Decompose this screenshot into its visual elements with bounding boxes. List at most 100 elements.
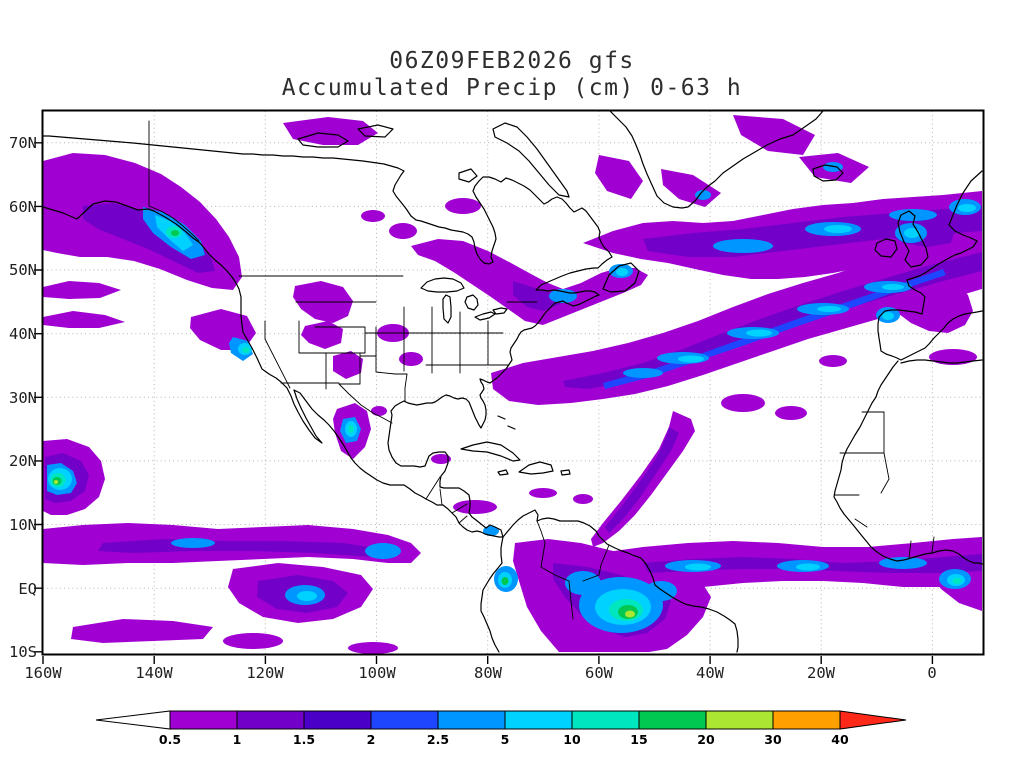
precip-region [823,162,843,172]
precip-region [616,268,628,276]
coastline-europe [877,170,983,361]
colorbar-segment [437,710,506,730]
precip-region [529,488,557,498]
precip-region [929,349,977,365]
precip-region [71,619,213,643]
precip-region [695,190,711,200]
precip-region [513,281,578,311]
axis-ticks [34,142,934,664]
colorbar-tick-label: 2.5 [427,732,449,747]
precip-region [43,311,125,328]
lon-axis-labels: 160W 140W 120W 100W 80W 60W 40W 20W 0 [24,664,936,682]
precip-region [661,169,721,207]
title-line1: 06Z09FEB2026 gfs [389,48,635,74]
precip-region [817,306,841,312]
precip-region-eastern-canada [411,239,648,325]
precip-region [365,543,401,559]
colorbar-tick-label: 0.5 [159,732,181,747]
precip-region [733,115,815,155]
precip-region [625,610,635,618]
lon-axis-label: 160W [24,664,62,682]
border-africa [834,411,935,559]
precip-region [483,526,499,536]
title-line2: Accumulated Precip (cm) 0-63 h [281,75,743,101]
precip-region [623,368,663,378]
lat-axis-label: 30N [9,389,37,407]
colorbar-right-arrow [839,710,907,730]
precip-region [775,406,807,420]
precip-region [171,538,215,548]
lat-axis-label: 50N [9,261,37,279]
map-frame [41,109,985,656]
border-central-america [425,476,468,524]
colorbar-labels: 0.5 1 1.5 2 2.5 5 10 15 20 30 40 [159,732,849,747]
lat-axis-ticks [34,142,42,653]
lat-axis-labels: 70N 60N 50N 40N 30N 20N 10N EQ 10S [9,134,37,661]
colorbar-tick-label: 20 [697,732,715,747]
coastline-british-isles [874,210,929,268]
precip-region-atlantic-storm-track [491,233,982,405]
precip-region [678,355,704,363]
precip-region [746,329,772,337]
precip-region [573,494,593,504]
colorbar-tick-label: 40 [831,732,849,747]
precip-region [685,563,711,571]
lat-axis-label: 10N [9,516,37,534]
colorbar-tick-label: 30 [764,732,782,747]
colorbar-segment [504,710,573,730]
precip-region [565,571,601,595]
precip-region [445,198,481,214]
coastline-north-america [43,135,613,538]
precip-region [389,223,417,239]
lon-axis-label: 140W [135,664,173,682]
precip-region [952,578,962,584]
colorbar-segment [571,710,640,730]
lat-axis-label: 20N [9,452,37,470]
border-alaska-yukon [148,120,200,242]
precip-region [83,203,215,273]
precip-region [501,577,509,585]
lat-axis-label: 40N [9,325,37,343]
precip-region [904,228,920,238]
coastline-iceland [812,164,844,182]
lat-axis-label: EQ [18,580,37,598]
coastline-africa [833,359,983,565]
border-south-america [536,520,610,620]
precip-region [882,312,894,320]
lon-axis-label: 20W [807,664,836,682]
border-us-states [264,301,510,424]
colorbar-left-arrow [95,710,171,730]
coastlines [43,111,983,653]
precip-region [297,591,317,601]
precip-region [348,642,398,654]
colorbar-segment [236,710,305,730]
lon-axis-label: 100W [358,664,396,682]
lat-axis-label: 10S [9,643,37,661]
colorbar [95,710,907,730]
lon-axis-label: 40W [696,664,725,682]
precip-region [371,406,387,416]
colorbar-segment [303,710,372,730]
lon-axis-label: 60W [585,664,614,682]
lat-axis-label: 60N [9,198,37,216]
colorbar-tick-label: 15 [630,732,647,747]
precip-region [605,427,679,533]
colorbar-segment [638,710,707,730]
precip-region [796,563,820,571]
precip-region [242,347,250,353]
precip-region [721,394,765,412]
coastline-newfoundland [602,262,640,293]
precip-region [819,355,847,367]
map-title: 06Z09FEB2026 gfs Accumulated Precip (cm)… [0,48,1024,102]
precip-region [171,230,179,236]
precip-region [301,321,343,349]
precip-region [879,557,927,569]
precip-region [348,425,354,433]
colorbar-tick-label: 10 [563,732,581,747]
colorbar-segment [772,710,841,730]
border-us-canada [238,275,538,303]
precip-region [43,281,121,299]
colorbar-tick-label: 5 [501,732,510,747]
precip-region [453,500,497,514]
precip-region [53,480,59,484]
